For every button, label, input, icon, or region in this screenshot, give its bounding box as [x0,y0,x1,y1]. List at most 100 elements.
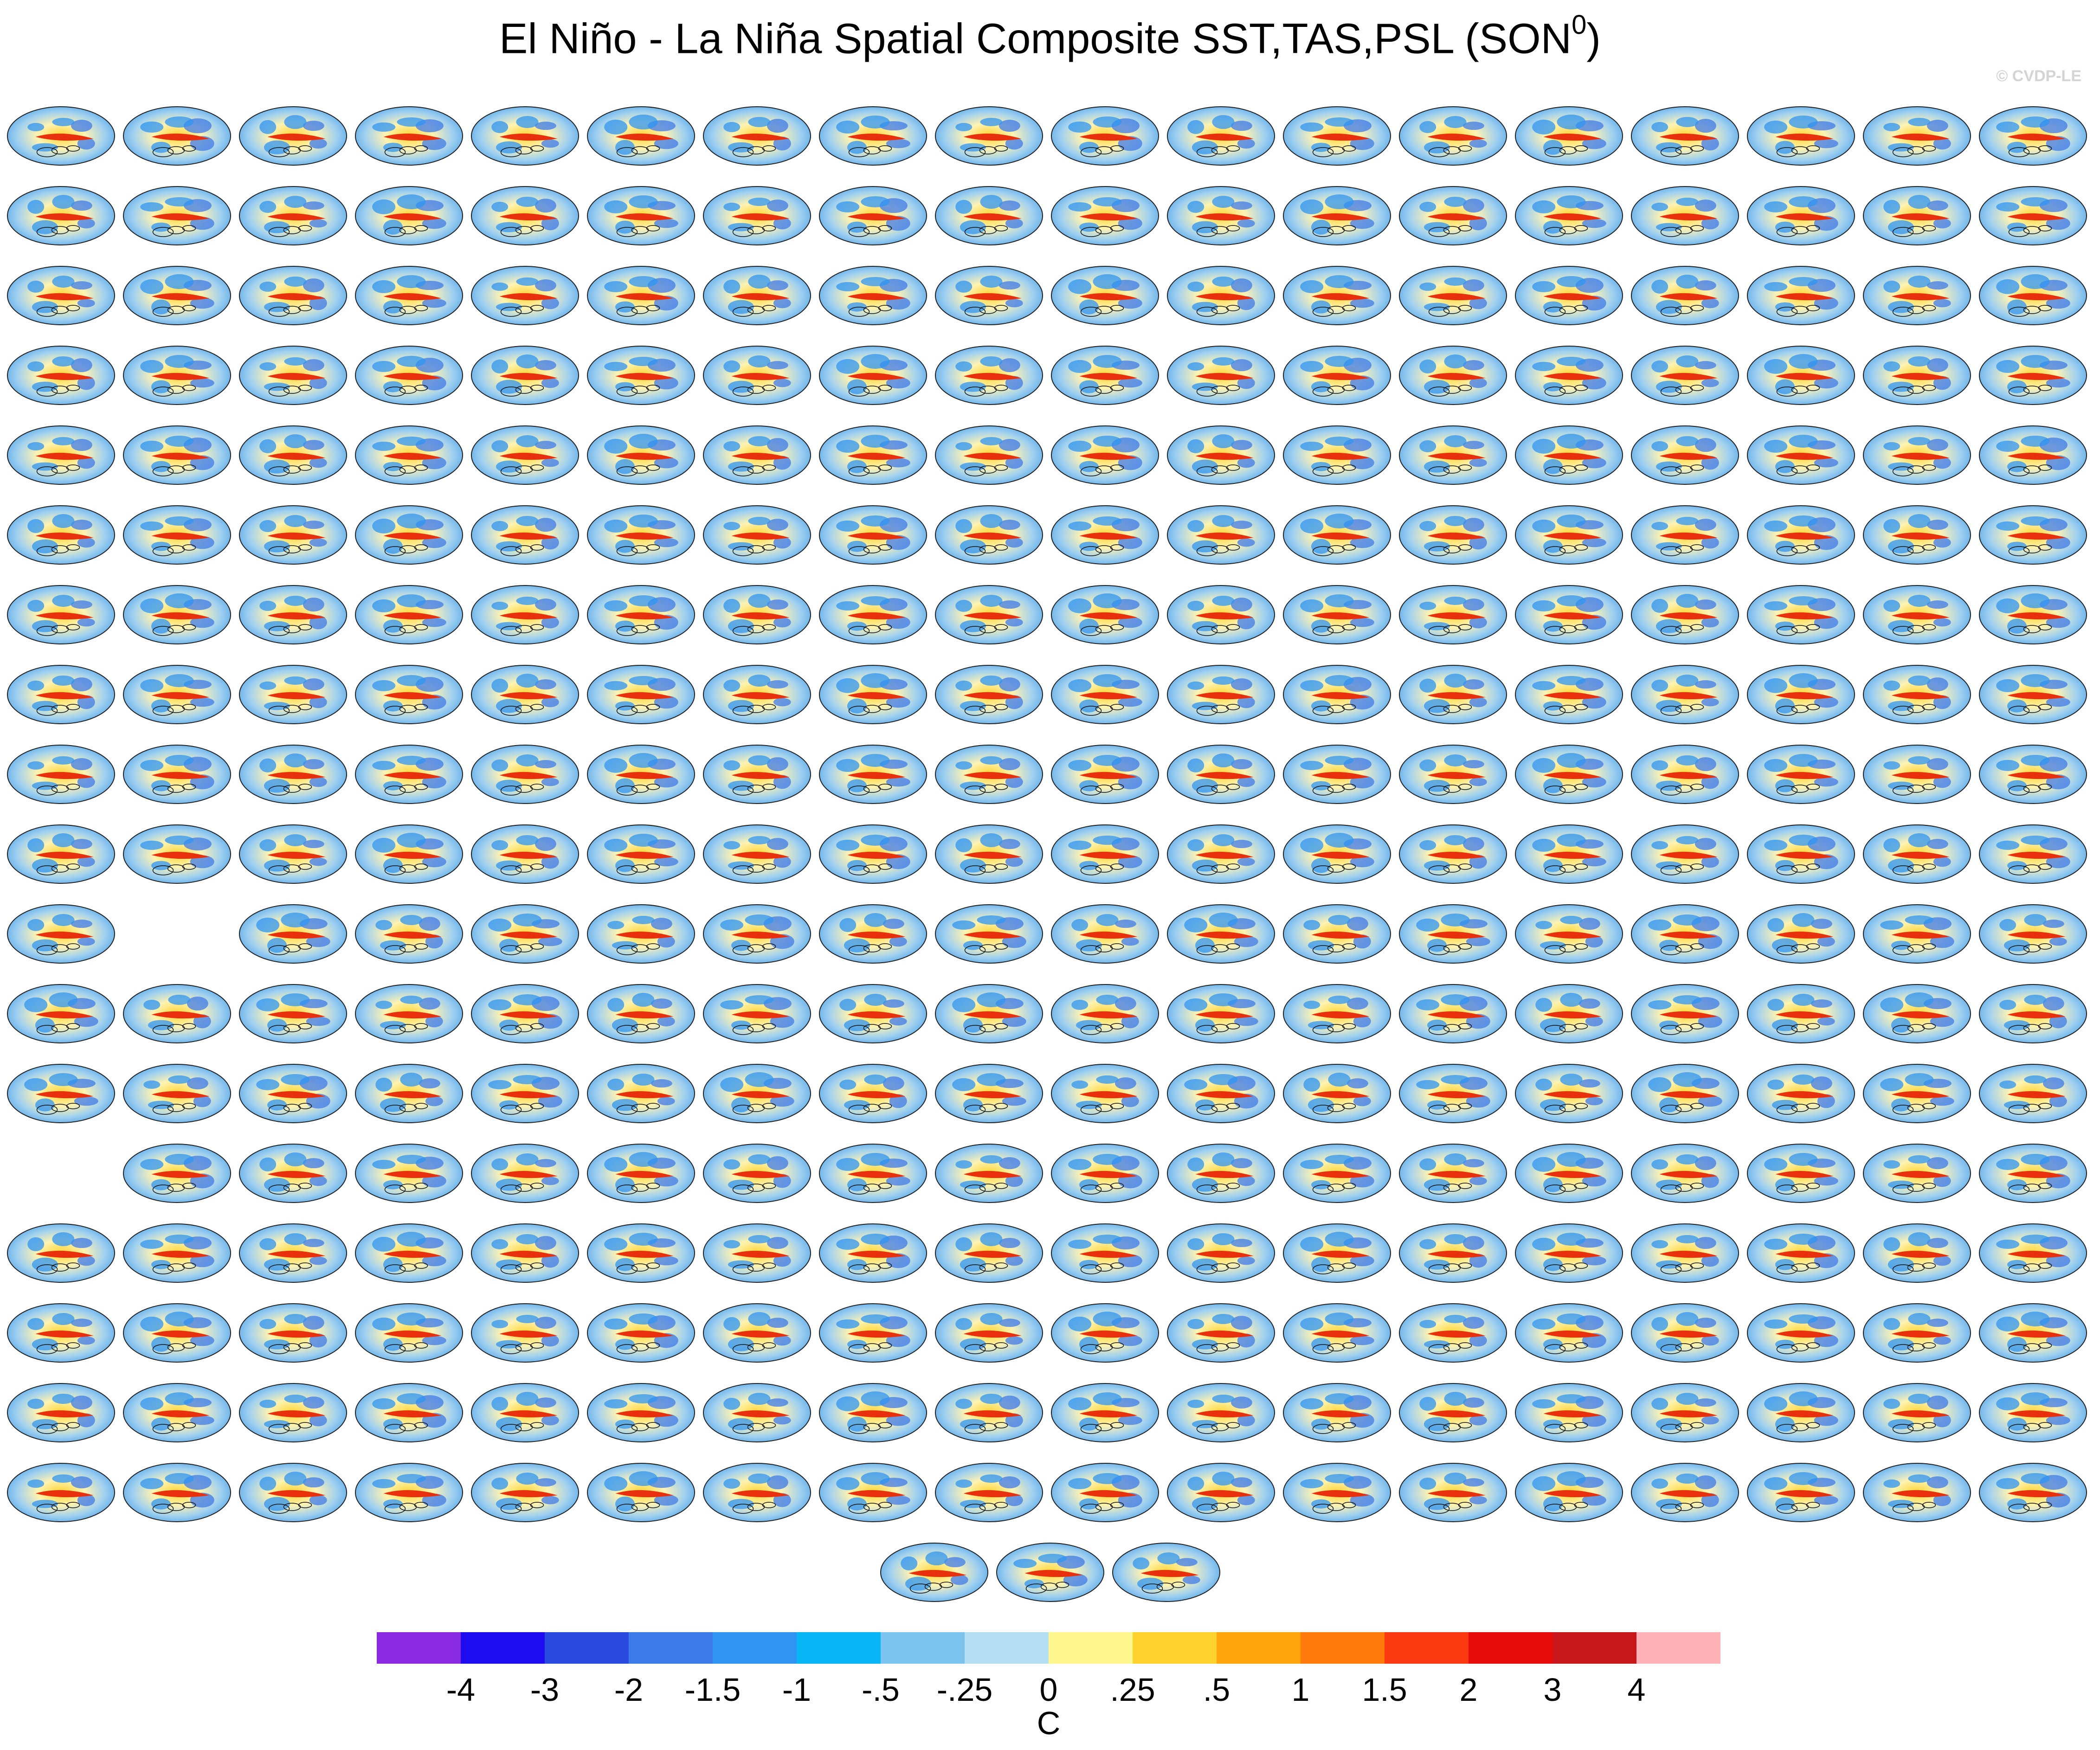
anomaly-patch [839,998,857,1011]
map-panel [819,266,927,325]
anomaly-patch [1701,217,1719,230]
psl-contour [1922,624,1936,631]
psl-contour [878,544,892,551]
anomaly-patch [27,599,45,612]
psl-contour [1806,863,1820,870]
anomaly-patch [1328,914,1351,925]
enso-warm-tongue [1659,133,1718,141]
anomaly-patch [303,121,324,131]
psl-contour [1342,305,1356,311]
enso-warm-tongue [1311,293,1370,301]
anomaly-patch [1212,195,1235,208]
map-panel [587,266,695,325]
enso-warm-tongue [2007,133,2066,141]
map-panel [471,266,579,325]
anomaly-patch [1187,600,1205,611]
psl-contour [66,464,80,471]
anomaly-patch [1093,835,1122,845]
psl-contour [848,865,870,875]
psl-contour [1892,865,1914,875]
anomaly-patch [309,857,327,866]
anomaly-patch [1651,841,1668,849]
enso-warm-tongue [383,612,442,620]
psl-contour [384,546,406,556]
anomaly-patch [309,219,327,228]
colorbar-box [545,1632,629,1664]
map-panel [819,346,927,405]
anomaly-patch [284,676,307,685]
psl-contour [384,785,406,796]
anomaly-patch [259,120,277,134]
anomaly-patch [2021,116,2050,128]
map-panel [7,505,115,565]
enso-warm-tongue [1659,293,1718,301]
anomaly-patch [1068,840,1092,850]
anomaly-patch [1585,1097,1603,1106]
psl-contour [384,1105,406,1115]
map-panel [1515,585,1623,644]
psl-contour [1922,385,1936,391]
map-panel [1167,266,1275,325]
anomaly-patch [491,282,509,291]
psl-contour [530,1103,544,1109]
anomaly-patch [745,995,774,1004]
enso-warm-tongue [1659,1091,1718,1099]
psl-contour [1110,145,1124,152]
anomaly-patch [1535,997,1552,1012]
map-panel [935,186,1043,245]
psl-contour [878,464,892,471]
psl-contour [182,863,196,870]
map-panel [1863,106,1971,166]
anomaly-patch [604,438,628,454]
psl-contour [1342,464,1356,471]
map-panel [1515,346,1623,405]
map-panel [1399,346,1507,405]
anomaly-patch [1230,598,1252,612]
psl-contour [1342,544,1356,551]
map-panel [1863,1064,1971,1123]
enso-warm-tongue [151,692,210,700]
enso-warm-tongue [267,931,326,939]
colorbar-box [881,1632,965,1664]
anomaly-patch [604,281,628,292]
anomaly-patch [140,759,164,771]
enso-warm-tongue [1775,213,1834,221]
colorbar-tick-label: .5 [1203,1672,1230,1708]
anomaly-patch [1930,1016,1954,1027]
enso-warm-tongue [1891,851,1950,859]
anomaly-patch [1303,920,1321,930]
psl-contour [1544,626,1566,636]
psl-contour [1080,546,1102,556]
map-panel [1863,904,1971,964]
anomaly-patch [140,121,164,133]
anomaly-patch [1002,1016,1026,1027]
psl-contour [500,1025,522,1035]
anomaly-patch [1764,520,1788,532]
anomaly-patch [259,758,277,772]
psl-contour [1574,305,1588,311]
anomaly-patch [143,999,161,1010]
psl-contour [1080,865,1102,875]
colorbar-box [1552,1632,1636,1664]
enso-warm-tongue [499,133,558,141]
colorbar-tick-label: 2 [1460,1672,1478,1708]
psl-contour [964,1025,986,1035]
anomaly-patch [397,594,426,607]
anomaly-patch [303,440,324,450]
anomaly-patch [723,841,741,849]
anomaly-patch [77,376,95,390]
psl-contour [1922,305,1936,311]
enso-warm-tongue [1891,452,1950,460]
map-panel [819,904,927,964]
map-panel [935,266,1043,325]
anomaly-patch [1694,199,1716,212]
enso-warm-tongue [383,931,442,939]
anomaly-patch [422,537,446,548]
enso-warm-tongue [151,293,210,301]
enso-warm-tongue [1543,772,1602,779]
anomaly-patch [491,440,509,452]
map-panel [587,665,695,724]
anomaly-patch [143,1080,161,1089]
anomaly-patch [654,776,678,788]
anomaly-patch [372,518,396,534]
